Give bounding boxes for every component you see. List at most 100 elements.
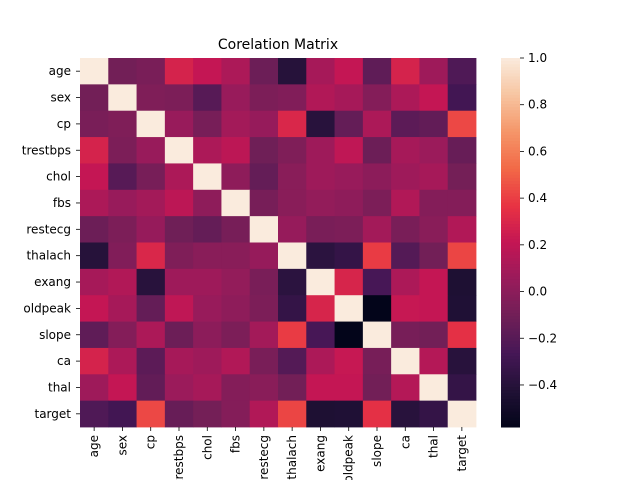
colorbar-segment	[501, 390, 520, 394]
heatmap-cell-trestbps-fbs	[221, 137, 251, 164]
heatmap-cell-ca-chol	[193, 347, 222, 375]
colorbar-segment	[501, 273, 520, 277]
heatmap-cell-thal-sex	[108, 374, 137, 402]
heatmap-cell-ca-cp	[136, 347, 166, 375]
y-tick-label-thal: thal	[48, 380, 71, 394]
colorbar-segment	[501, 313, 520, 317]
heatmap-cell-oldpeak-trestbps	[164, 295, 194, 322]
colorbar-segment	[501, 122, 520, 127]
heatmap-cell-target-thalach	[278, 400, 307, 428]
colorbar-segment	[501, 322, 520, 327]
heatmap-cell-sex-sex	[108, 84, 137, 112]
colorbar-segment	[501, 162, 520, 167]
heatmap-cell-slope-oldpeak	[334, 321, 364, 349]
colorbar-segment	[501, 211, 520, 216]
heatmap-cell-slope-slope	[362, 321, 392, 349]
colorbar-tick-label: −0.4	[528, 378, 557, 392]
colorbar-segment	[501, 402, 520, 406]
heatmap-cell-thalach-age	[80, 242, 109, 270]
heatmap-cell-fbs-cp	[136, 189, 166, 217]
x-axis-ticks: age sex cp trestbps chol fbs restecg thalach exa…	[87, 427, 469, 480]
heatmap-cell-slope-cp	[136, 321, 166, 349]
heatmap-cell-slope-thalach	[278, 321, 307, 349]
heatmap-cell-thalach-ca	[391, 242, 420, 270]
heatmap-cell-sex-thalach	[278, 84, 307, 112]
colorbar-segment	[501, 337, 520, 342]
heatmap-cell-trestbps-exang	[306, 137, 335, 164]
heatmap-cell-ca-thalach	[278, 347, 307, 375]
y-tick-label-oldpeak: oldpeak	[23, 301, 71, 315]
colorbar-segment	[501, 380, 520, 385]
heatmap-cell-target-thal	[419, 400, 449, 428]
colorbar-segment	[501, 196, 520, 200]
colorbar-tick-label: 0.2	[528, 238, 547, 252]
y-tick-label-age: age	[49, 64, 71, 78]
heatmap-cell-chol-cp	[136, 163, 166, 191]
colorbar-segment	[501, 61, 520, 65]
heatmap-cell-exang-ca	[391, 268, 420, 296]
colorbar-segment	[501, 217, 520, 222]
heatmap-cell-thalach-oldpeak	[334, 242, 364, 270]
colorbar-segment	[501, 199, 520, 204]
heatmap-cell-target-exang	[306, 400, 335, 428]
colorbar-segment	[501, 141, 520, 145]
heatmap-cell-ca-sex	[108, 347, 137, 375]
y-tick-label-trestbps: trestbps	[22, 143, 71, 157]
heatmap-cell-slope-exang	[306, 321, 335, 349]
heatmap-cell-fbs-restecg	[249, 189, 279, 217]
heatmap-cell-thalach-chol	[193, 242, 222, 270]
colorbar-segment	[501, 279, 520, 283]
heatmap-cell-age-fbs	[221, 58, 251, 85]
heatmap-cell-ca-age	[80, 347, 109, 375]
colorbar-segment	[501, 276, 520, 280]
heatmap-cell-target-trestbps	[164, 400, 194, 428]
heatmap-cell-trestbps-restecg	[249, 137, 279, 164]
heatmap-cell-exang-chol	[193, 268, 222, 296]
heatmap-cells	[80, 58, 477, 428]
heatmap-cell-fbs-trestbps	[164, 189, 194, 217]
colorbar-segment	[501, 101, 520, 105]
heatmap-cell-fbs-age	[80, 189, 109, 217]
heatmap-cell-restecg-target	[447, 216, 477, 243]
heatmap-cell-restecg-ca	[391, 216, 420, 243]
heatmap-cell-oldpeak-slope	[362, 295, 392, 322]
colorbar-segment	[501, 202, 520, 207]
y-axis-ticks: age sex cp trestbps chol fbs restecg thalach exa…	[22, 64, 80, 421]
heatmap-cell-cp-slope	[362, 110, 392, 138]
heatmap-cell-fbs-thalach	[278, 189, 307, 217]
heatmap-cell-trestbps-sex	[108, 137, 137, 164]
heatmap-cell-oldpeak-target	[447, 295, 477, 322]
heatmap-cell-trestbps-age	[80, 137, 109, 164]
colorbar-segment	[501, 294, 520, 299]
colorbar-segment	[501, 334, 520, 339]
heatmap-cell-exang-exang	[306, 268, 335, 296]
colorbar-segment	[501, 82, 520, 87]
heatmap-cell-age-restecg	[249, 58, 279, 85]
heatmap-cell-thalach-trestbps	[164, 242, 194, 270]
y-tick-label-ca: ca	[57, 354, 71, 368]
heatmap-cell-cp-age	[80, 110, 109, 138]
colorbar-segment	[501, 331, 520, 336]
heatmap-cell-restecg-chol	[193, 216, 222, 243]
chart-title: Corelation Matrix	[218, 37, 338, 53]
colorbar-segment	[501, 267, 520, 271]
heatmap-cell-oldpeak-thal	[419, 295, 449, 322]
colorbar-segment	[501, 257, 520, 262]
colorbar-segment	[501, 319, 520, 323]
heatmap-cell-cp-chol	[193, 110, 222, 138]
heatmap-cell-ca-ca	[391, 347, 420, 375]
heatmap-cell-trestbps-trestbps	[164, 137, 194, 164]
colorbar-segment	[501, 91, 520, 96]
heatmap-cell-restecg-thal	[419, 216, 449, 243]
colorbar-segment	[501, 233, 520, 237]
colorbar-segment	[501, 110, 520, 114]
heatmap-cell-thal-trestbps	[164, 374, 194, 402]
heatmap-cell-target-cp	[136, 400, 166, 428]
y-tick-label-thalach: thalach	[26, 249, 71, 263]
colorbar-segment	[501, 159, 520, 164]
y-tick-label-sex: sex	[50, 91, 71, 105]
heatmap-cell-chol-restecg	[249, 163, 279, 191]
heatmap-cell-slope-restecg	[249, 321, 279, 349]
colorbar-segment	[501, 288, 520, 293]
colorbar-segment	[501, 270, 520, 274]
